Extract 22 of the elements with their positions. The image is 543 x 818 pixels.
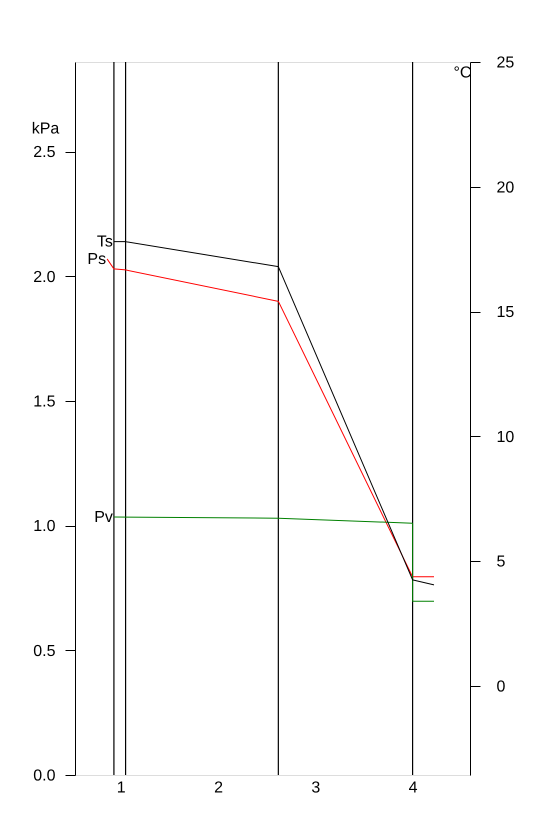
y2-tick-label: 5 <box>496 554 506 571</box>
y2-axis-title: °C <box>454 64 472 82</box>
y-tick-label: 0.0 <box>33 768 56 784</box>
x-tick-label: 4 <box>408 780 418 796</box>
series-label: Pv <box>94 508 113 526</box>
y-tick-label: 1.0 <box>33 518 56 536</box>
series-label: Ts <box>96 234 113 251</box>
y2-tick-label: 10 <box>496 428 514 446</box>
y-axis-title: kPa <box>32 120 60 138</box>
y2-tick-label: 0 <box>496 678 506 696</box>
series-label: Ps <box>87 250 106 268</box>
y-tick-label: 1.5 <box>33 394 56 411</box>
y-tick-label: 0.5 <box>33 642 56 660</box>
x-tick-label: 2 <box>214 780 224 796</box>
x-tick-label: 3 <box>311 780 320 796</box>
y-tick-label: 2.0 <box>33 268 56 286</box>
line-series <box>113 516 434 602</box>
y2-tick-label: 20 <box>496 179 514 196</box>
y-tick-label: 2.5 <box>33 144 56 162</box>
x-tick-label: 1 <box>116 780 126 796</box>
y2-tick-label: 15 <box>496 304 514 322</box>
y2-tick-label: 25 <box>496 54 514 72</box>
